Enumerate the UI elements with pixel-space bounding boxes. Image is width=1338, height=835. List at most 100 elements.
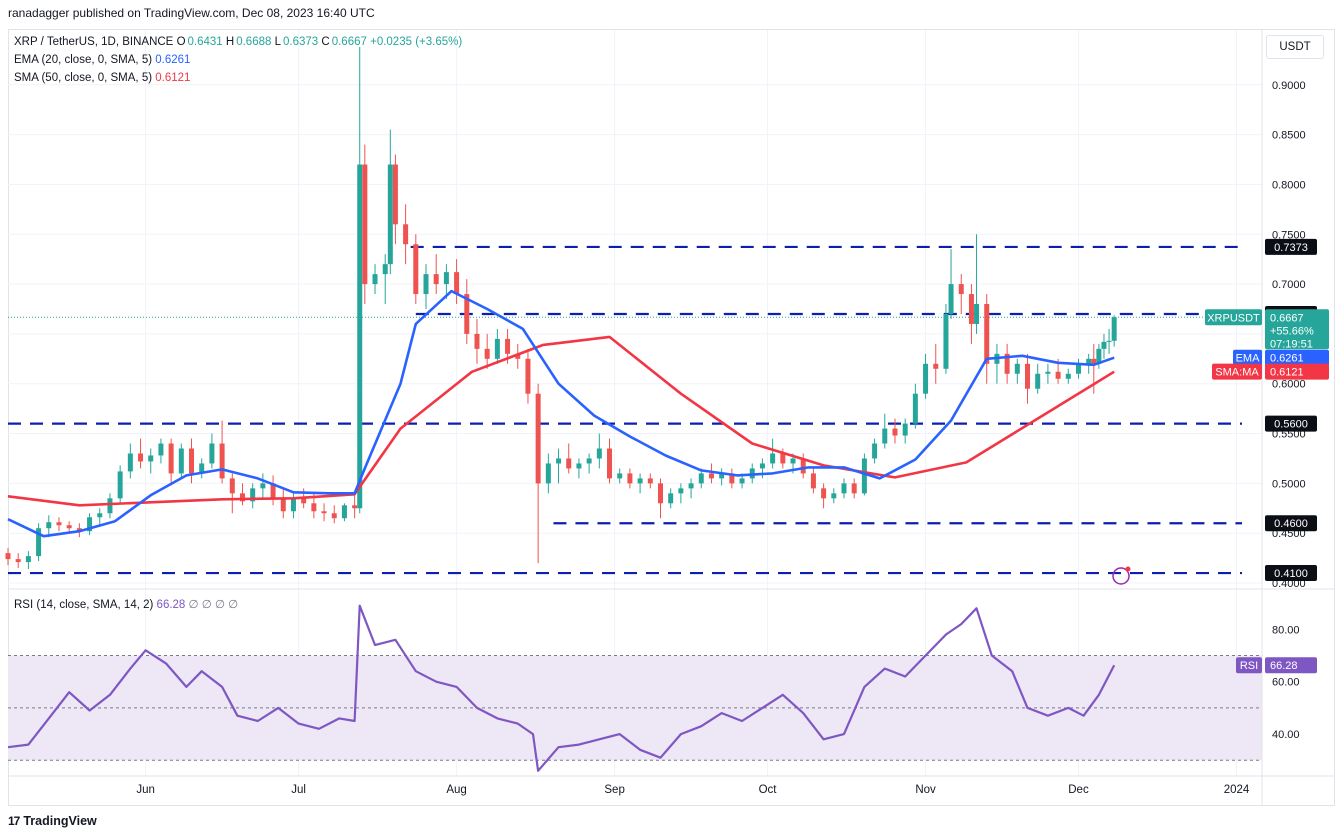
y-tick-label: 0.8000 (1272, 179, 1306, 191)
candle-body (209, 443, 215, 464)
currency-button[interactable]: USDT (1266, 35, 1324, 59)
candle-body (36, 528, 42, 557)
candle-body (607, 448, 613, 479)
candle-body (1014, 363, 1020, 374)
candle-body (810, 473, 816, 489)
x-tick-label: Nov (915, 784, 936, 796)
x-tick-label: Jul (291, 784, 306, 796)
legend-close: 0.6667 (331, 36, 367, 48)
candle-body (219, 443, 225, 479)
candle-body (168, 443, 174, 474)
candle-body (974, 304, 980, 324)
price-tag-value: 0.6261 (1270, 353, 1304, 365)
candle-body (403, 224, 409, 245)
level-tag-bg (1265, 415, 1317, 432)
rsi-pane (7, 604, 1262, 772)
price-tag-name: EMA (1236, 353, 1261, 365)
candle-body (698, 473, 704, 484)
tradingview-logo[interactable]: 17 TradingView (8, 814, 97, 828)
candle-body (1086, 358, 1092, 364)
price-tag-bg (1265, 349, 1329, 366)
candle-body (494, 338, 500, 359)
candle-body (464, 294, 470, 334)
price-tag-value: 0.6121 (1270, 367, 1304, 379)
candle-body (943, 313, 949, 369)
candle-body (617, 473, 623, 479)
legend-low: 0.6373 (283, 36, 319, 48)
candle-body (556, 458, 562, 464)
candle-body (861, 458, 867, 494)
legend-high: 0.6688 (236, 36, 272, 48)
price-tag-name-bg (1205, 309, 1262, 326)
candle-body (413, 244, 419, 295)
level-tag-label: 0.5600 (1274, 419, 1308, 431)
candle-body (178, 448, 184, 474)
candle-body (341, 505, 347, 519)
horizontal-levels (8, 245, 1262, 575)
x-tick-label: Sep (604, 784, 624, 796)
candle-body (505, 338, 511, 354)
lightning-icon (1112, 567, 1130, 585)
candle-body (301, 498, 307, 504)
candles (5, 46, 1117, 570)
candle-body (872, 443, 878, 459)
candle-body (260, 483, 266, 489)
candle-body (433, 274, 439, 285)
candle-body (189, 448, 195, 474)
candle-body (1004, 353, 1010, 374)
candle-body (454, 272, 460, 295)
candle-body (729, 473, 735, 484)
candle-body (392, 164, 398, 225)
rsi-tag-value: 66.28 (1270, 660, 1298, 672)
candle-body (5, 553, 11, 560)
candle-body (1075, 363, 1081, 374)
candle-body (657, 483, 663, 504)
candle-body (362, 164, 368, 285)
legend-change: +0.0235 (+3.65%) (370, 36, 463, 48)
rsi-line (7, 604, 1116, 772)
candle-body (637, 478, 643, 484)
price-tag-bg (1265, 309, 1329, 350)
legend-sma-row: SMA (50, close, 0, SMA, 5) 0.6121 (14, 72, 191, 84)
candle-body (688, 483, 694, 489)
candle-body (719, 473, 725, 479)
price-tag-name-bg (1212, 363, 1262, 380)
candle-body (280, 498, 286, 512)
candle-body (759, 463, 765, 469)
y-tick-label: 0.8500 (1272, 130, 1306, 142)
candle-body (250, 488, 256, 502)
candle-body (596, 448, 602, 459)
level-tag-bg (1265, 238, 1317, 255)
candle-body (1025, 363, 1031, 389)
grid-lines (8, 30, 1262, 776)
candle-body (821, 488, 827, 499)
candle-body (352, 505, 358, 509)
candle-body (948, 284, 954, 314)
price-tag-value: 07:19:51 (1270, 338, 1313, 350)
candle-body (515, 353, 521, 359)
notification-dot-icon (1125, 566, 1131, 572)
candle-body (25, 556, 31, 563)
rsi-y-tick: 40.00 (1272, 729, 1300, 741)
candle-body (535, 393, 541, 484)
candle-body (474, 333, 480, 349)
candle-body (158, 443, 164, 456)
candle-body (708, 473, 714, 479)
candle-body (331, 513, 337, 519)
candle-body (76, 528, 82, 532)
level-tag-bg (1265, 515, 1317, 532)
candle-body (902, 423, 908, 436)
legend-rsi-value: 66.28 (156, 599, 186, 611)
candle-body (1096, 348, 1102, 364)
x-tick-label: Aug (446, 784, 466, 796)
level-tag-bg (1265, 565, 1317, 582)
candle-body (770, 453, 776, 464)
x-tick-label: Oct (759, 784, 778, 796)
candle-body (117, 471, 123, 499)
candle-body (790, 458, 796, 464)
price-tag-name: XRPUSDT (1207, 312, 1260, 324)
candle-body (525, 358, 531, 394)
x-tick-label: Dec (1068, 784, 1089, 796)
legend-sma-value: 0.6121 (155, 72, 191, 84)
